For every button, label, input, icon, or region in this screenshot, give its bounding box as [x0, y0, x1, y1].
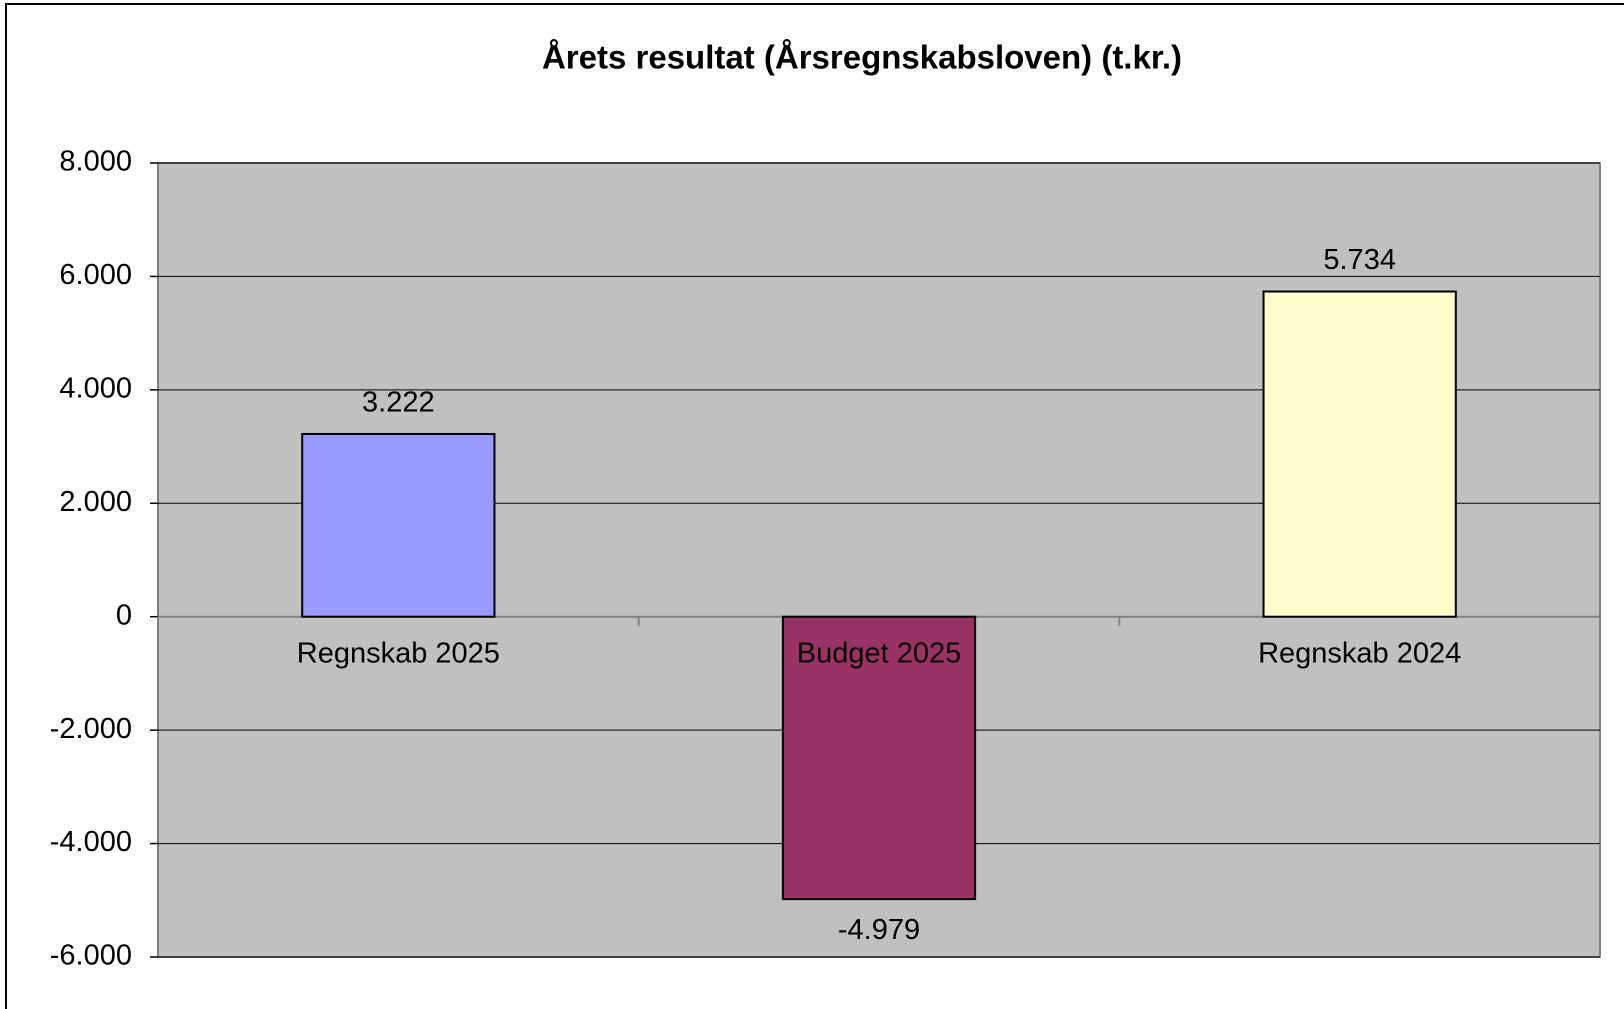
data-label: 3.222 — [362, 387, 435, 419]
y-tick-label: 6.000 — [59, 259, 132, 291]
x-tick-label: Regnskab 2024 — [1258, 637, 1461, 669]
y-tick-label: 2.000 — [59, 486, 132, 518]
chart-title: Årets resultat (Årsregnskabsloven) (t.kr… — [542, 39, 1182, 76]
y-tick-label: 4.000 — [59, 373, 132, 405]
bar — [1262, 290, 1457, 618]
data-label: 5.734 — [1323, 244, 1396, 276]
y-tick-label: -4.000 — [50, 826, 132, 858]
bar — [781, 615, 977, 901]
y-tick-label: 8.000 — [59, 146, 132, 178]
y-tick-label: 0 — [116, 599, 132, 631]
data-label: -4.979 — [838, 914, 920, 946]
y-tick-label: -6.000 — [50, 940, 132, 972]
bar — [301, 432, 496, 618]
x-tick-label: Regnskab 2025 — [297, 637, 500, 669]
x-tick-label: Budget 2025 — [797, 637, 961, 669]
y-tick-label: -2.000 — [50, 713, 132, 745]
